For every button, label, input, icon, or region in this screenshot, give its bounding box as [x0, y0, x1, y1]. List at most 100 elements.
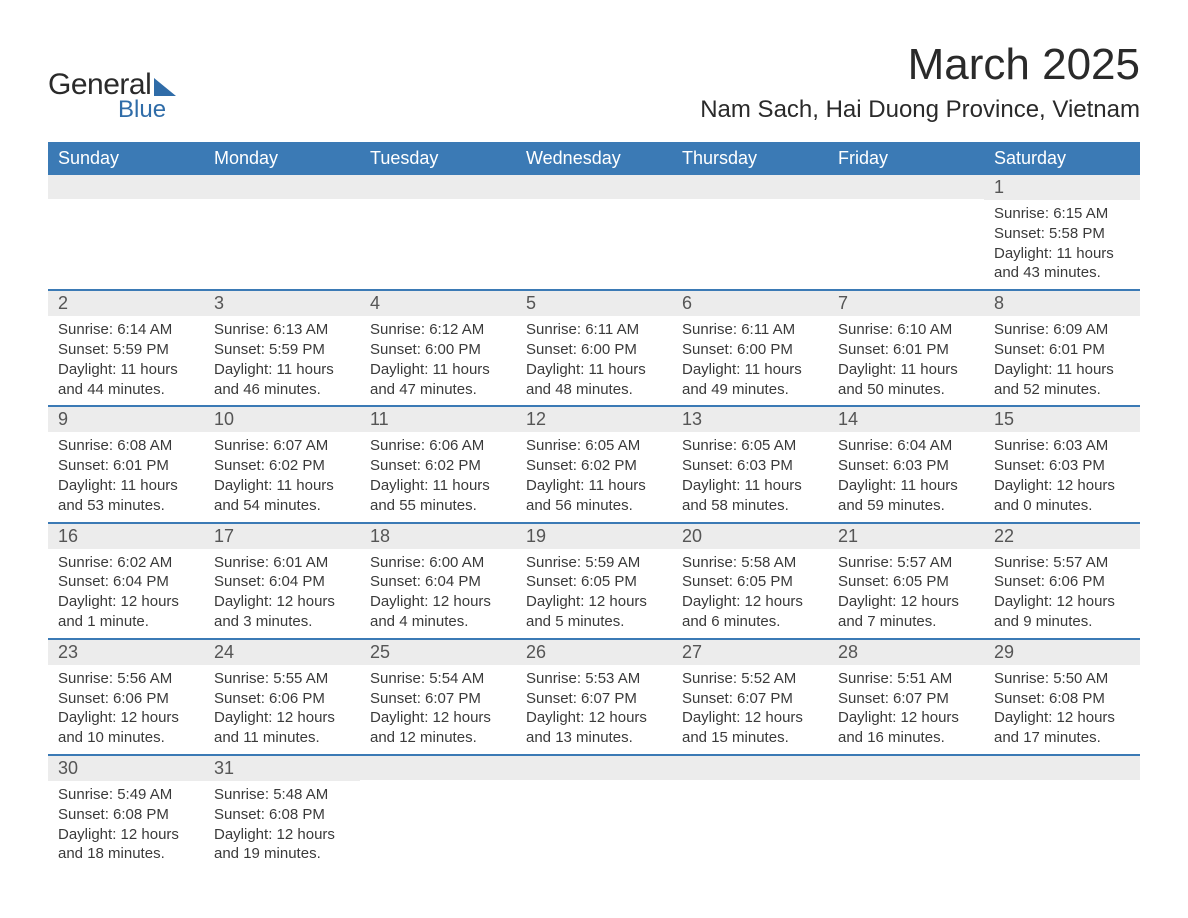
day-cell: 28Sunrise: 5:51 AMSunset: 6:07 PMDayligh…: [828, 640, 984, 754]
empty-day: [672, 756, 828, 870]
daylight-text: Daylight: 11 hours and 56 minutes.: [526, 476, 662, 516]
sunrise-text: Sunrise: 5:55 AM: [214, 669, 350, 689]
day-number: 18: [360, 524, 516, 549]
title-block: March 2025 Nam Sach, Hai Duong Province,…: [700, 40, 1140, 124]
sunset-text: Sunset: 5:58 PM: [994, 224, 1130, 244]
day-cell: 14Sunrise: 6:04 AMSunset: 6:03 PMDayligh…: [828, 407, 984, 521]
sunset-text: Sunset: 6:02 PM: [526, 456, 662, 476]
sunrise-text: Sunrise: 6:08 AM: [58, 436, 194, 456]
brand-triangle-icon: [154, 78, 176, 96]
daylight-text: Daylight: 11 hours and 52 minutes.: [994, 360, 1130, 400]
day-number: 16: [48, 524, 204, 549]
day-body: Sunrise: 5:59 AMSunset: 6:05 PMDaylight:…: [516, 549, 672, 638]
day-body: Sunrise: 6:13 AMSunset: 5:59 PMDaylight:…: [204, 316, 360, 405]
sunset-text: Sunset: 6:02 PM: [214, 456, 350, 476]
daylight-text: Daylight: 11 hours and 44 minutes.: [58, 360, 194, 400]
dow-monday: Monday: [204, 142, 360, 175]
sunset-text: Sunset: 6:07 PM: [526, 689, 662, 709]
day-number: 11: [360, 407, 516, 432]
sunrise-text: Sunrise: 5:49 AM: [58, 785, 194, 805]
sunset-text: Sunset: 6:04 PM: [58, 572, 194, 592]
sunset-text: Sunset: 6:01 PM: [58, 456, 194, 476]
dow-sunday: Sunday: [48, 142, 204, 175]
location: Nam Sach, Hai Duong Province, Vietnam: [700, 96, 1140, 124]
daylight-text: Daylight: 12 hours and 12 minutes.: [370, 708, 506, 748]
daylight-text: Daylight: 11 hours and 55 minutes.: [370, 476, 506, 516]
sunrise-text: Sunrise: 6:07 AM: [214, 436, 350, 456]
day-number: 24: [204, 640, 360, 665]
sunrise-text: Sunrise: 5:57 AM: [994, 553, 1130, 573]
day-number: 28: [828, 640, 984, 665]
day-number: [672, 175, 828, 199]
day-number: 23: [48, 640, 204, 665]
day-cell: 20Sunrise: 5:58 AMSunset: 6:05 PMDayligh…: [672, 524, 828, 638]
day-body: Sunrise: 6:10 AMSunset: 6:01 PMDaylight:…: [828, 316, 984, 405]
day-number: 17: [204, 524, 360, 549]
sunset-text: Sunset: 6:07 PM: [838, 689, 974, 709]
sunrise-text: Sunrise: 5:54 AM: [370, 669, 506, 689]
sunset-text: Sunset: 6:05 PM: [526, 572, 662, 592]
day-cell: 29Sunrise: 5:50 AMSunset: 6:08 PMDayligh…: [984, 640, 1140, 754]
brand-blue: Blue: [118, 96, 166, 124]
day-number: 20: [672, 524, 828, 549]
day-number: [516, 756, 672, 780]
sunset-text: Sunset: 6:05 PM: [838, 572, 974, 592]
day-number: 12: [516, 407, 672, 432]
sunset-text: Sunset: 6:08 PM: [214, 805, 350, 825]
day-number: [48, 175, 204, 199]
brand-logo: General Blue: [48, 40, 176, 124]
day-cell: 4Sunrise: 6:12 AMSunset: 6:00 PMDaylight…: [360, 291, 516, 405]
day-cell: 23Sunrise: 5:56 AMSunset: 6:06 PMDayligh…: [48, 640, 204, 754]
day-number: 8: [984, 291, 1140, 316]
day-number: 29: [984, 640, 1140, 665]
day-number: 13: [672, 407, 828, 432]
day-body: Sunrise: 5:50 AMSunset: 6:08 PMDaylight:…: [984, 665, 1140, 754]
day-number: 22: [984, 524, 1140, 549]
sunset-text: Sunset: 6:08 PM: [994, 689, 1130, 709]
day-cell: 10Sunrise: 6:07 AMSunset: 6:02 PMDayligh…: [204, 407, 360, 521]
daylight-text: Daylight: 12 hours and 3 minutes.: [214, 592, 350, 632]
empty-day: [516, 756, 672, 870]
day-cell: 22Sunrise: 5:57 AMSunset: 6:06 PMDayligh…: [984, 524, 1140, 638]
day-cell: 9Sunrise: 6:08 AMSunset: 6:01 PMDaylight…: [48, 407, 204, 521]
daylight-text: Daylight: 11 hours and 43 minutes.: [994, 244, 1130, 284]
day-number: 6: [672, 291, 828, 316]
day-cell: 24Sunrise: 5:55 AMSunset: 6:06 PMDayligh…: [204, 640, 360, 754]
week-row: 2Sunrise: 6:14 AMSunset: 5:59 PMDaylight…: [48, 289, 1140, 405]
day-cell: 26Sunrise: 5:53 AMSunset: 6:07 PMDayligh…: [516, 640, 672, 754]
daylight-text: Daylight: 11 hours and 58 minutes.: [682, 476, 818, 516]
sunrise-text: Sunrise: 5:53 AM: [526, 669, 662, 689]
sunrise-text: Sunrise: 6:05 AM: [682, 436, 818, 456]
day-number: 5: [516, 291, 672, 316]
sunrise-text: Sunrise: 6:11 AM: [682, 320, 818, 340]
day-body: Sunrise: 5:57 AMSunset: 6:06 PMDaylight:…: [984, 549, 1140, 638]
sunset-text: Sunset: 6:01 PM: [994, 340, 1130, 360]
day-body: Sunrise: 6:06 AMSunset: 6:02 PMDaylight:…: [360, 432, 516, 521]
day-number: 1: [984, 175, 1140, 200]
sunset-text: Sunset: 6:07 PM: [682, 689, 818, 709]
dow-friday: Friday: [828, 142, 984, 175]
sunrise-text: Sunrise: 6:12 AM: [370, 320, 506, 340]
empty-day: [360, 175, 516, 289]
sunrise-text: Sunrise: 6:04 AM: [838, 436, 974, 456]
sunset-text: Sunset: 6:06 PM: [994, 572, 1130, 592]
day-cell: 11Sunrise: 6:06 AMSunset: 6:02 PMDayligh…: [360, 407, 516, 521]
sunset-text: Sunset: 6:03 PM: [838, 456, 974, 476]
dow-wednesday: Wednesday: [516, 142, 672, 175]
daylight-text: Daylight: 12 hours and 7 minutes.: [838, 592, 974, 632]
day-cell: 31Sunrise: 5:48 AMSunset: 6:08 PMDayligh…: [204, 756, 360, 870]
empty-day: [48, 175, 204, 289]
week-row: 9Sunrise: 6:08 AMSunset: 6:01 PMDaylight…: [48, 405, 1140, 521]
sunrise-text: Sunrise: 6:14 AM: [58, 320, 194, 340]
day-number: [516, 175, 672, 199]
day-body: Sunrise: 6:00 AMSunset: 6:04 PMDaylight:…: [360, 549, 516, 638]
day-body: Sunrise: 5:49 AMSunset: 6:08 PMDaylight:…: [48, 781, 204, 870]
sunrise-text: Sunrise: 6:00 AM: [370, 553, 506, 573]
day-body: [204, 199, 360, 271]
day-number: [984, 756, 1140, 780]
day-number: 27: [672, 640, 828, 665]
day-number: 26: [516, 640, 672, 665]
daylight-text: Daylight: 11 hours and 59 minutes.: [838, 476, 974, 516]
dow-saturday: Saturday: [984, 142, 1140, 175]
sunrise-text: Sunrise: 5:57 AM: [838, 553, 974, 573]
